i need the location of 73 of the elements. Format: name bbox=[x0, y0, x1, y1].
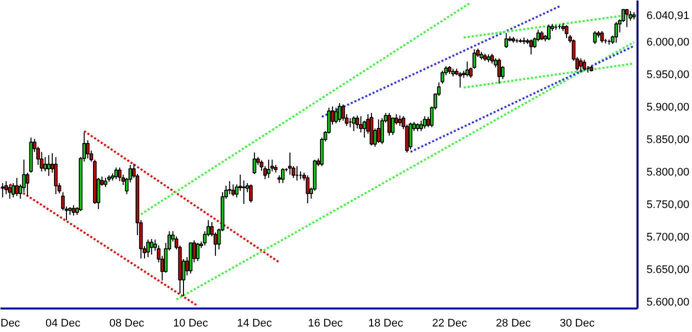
candlestick bbox=[54, 156, 58, 195]
x-tick-label: 10 Dec bbox=[173, 318, 209, 330]
y-tick-label: 5.700,00 bbox=[646, 231, 690, 244]
y-tick-label: 5.950,00 bbox=[646, 68, 690, 81]
x-tick-label: 04 Dec bbox=[45, 318, 81, 330]
candlestick bbox=[242, 180, 246, 204]
candlestick bbox=[593, 30, 597, 45]
x-tick-label: 18 Dec bbox=[368, 318, 404, 330]
candlestick bbox=[497, 58, 502, 84]
x-tick-label: 14 Dec bbox=[237, 318, 272, 330]
candlestick bbox=[72, 204, 76, 216]
candlestick bbox=[578, 58, 583, 74]
candlestick bbox=[540, 30, 544, 41]
candlestick bbox=[529, 38, 533, 55]
candlestick bbox=[582, 59, 586, 72]
candlestick bbox=[0, 182, 4, 198]
candlestick bbox=[146, 239, 150, 258]
y-tick-label: 5.750,00 bbox=[646, 198, 690, 211]
x-tick-label: 16 Dec bbox=[308, 318, 344, 330]
y-tick-label: 5.850,00 bbox=[646, 134, 690, 146]
candlestick bbox=[306, 174, 310, 204]
y-tick-label: 6.040,91 bbox=[646, 10, 690, 22]
candlestick bbox=[118, 166, 122, 182]
y-tick-label: 6.000,00 bbox=[646, 36, 690, 48]
candlestick bbox=[231, 184, 235, 197]
candlestick bbox=[8, 184, 12, 200]
y-tick-label: 5.650,00 bbox=[646, 264, 690, 276]
candlestick bbox=[390, 116, 395, 136]
candlestick bbox=[228, 180, 232, 195]
candlestick bbox=[86, 140, 90, 159]
x-tick-label: Dec bbox=[0, 318, 21, 330]
candlestick bbox=[625, 8, 629, 28]
candlestick bbox=[504, 32, 508, 48]
candlestick bbox=[362, 120, 366, 138]
candlestick bbox=[266, 159, 270, 178]
candlestick bbox=[352, 116, 356, 132]
candlestick bbox=[288, 152, 292, 176]
candlestick bbox=[490, 53, 494, 64]
candlestick bbox=[46, 154, 51, 176]
candlestick bbox=[355, 115, 360, 130]
candlestick bbox=[14, 177, 19, 197]
x-tick-label: 08 Dec bbox=[109, 318, 145, 330]
x-tick-label: 28 Dec bbox=[496, 318, 532, 330]
candlestick bbox=[465, 61, 470, 78]
x-tick-label: 30 Dec bbox=[560, 318, 596, 330]
candlestick bbox=[547, 24, 551, 41]
candlestick bbox=[376, 118, 380, 144]
candlestick bbox=[614, 21, 618, 44]
candlestick bbox=[564, 24, 568, 39]
y-tick-label: 5.600,00 bbox=[646, 296, 690, 308]
candlestick bbox=[338, 102, 342, 123]
y-tick-label: 5.900,00 bbox=[646, 101, 690, 114]
candlestick bbox=[150, 238, 154, 256]
y-tick-label: 5.800,00 bbox=[646, 166, 690, 178]
candlestick bbox=[387, 112, 392, 136]
candlestick bbox=[359, 116, 363, 133]
candlestick bbox=[600, 30, 604, 44]
candlestick bbox=[398, 115, 402, 126]
candlestick bbox=[4, 180, 8, 195]
candlestick bbox=[252, 152, 256, 174]
candlestick bbox=[458, 71, 462, 88]
candlestick bbox=[408, 122, 412, 150]
candlestick bbox=[419, 120, 423, 132]
candlestick bbox=[440, 70, 444, 84]
candlestick bbox=[26, 172, 30, 197]
candlestick bbox=[114, 166, 118, 180]
candlestick bbox=[196, 242, 200, 262]
candlestick bbox=[104, 177, 108, 188]
x-tick-label: 22 Dec bbox=[432, 318, 468, 330]
candlestick bbox=[334, 107, 338, 124]
candlestick bbox=[249, 184, 253, 204]
candlestick bbox=[422, 116, 427, 130]
candlestick bbox=[280, 168, 285, 184]
